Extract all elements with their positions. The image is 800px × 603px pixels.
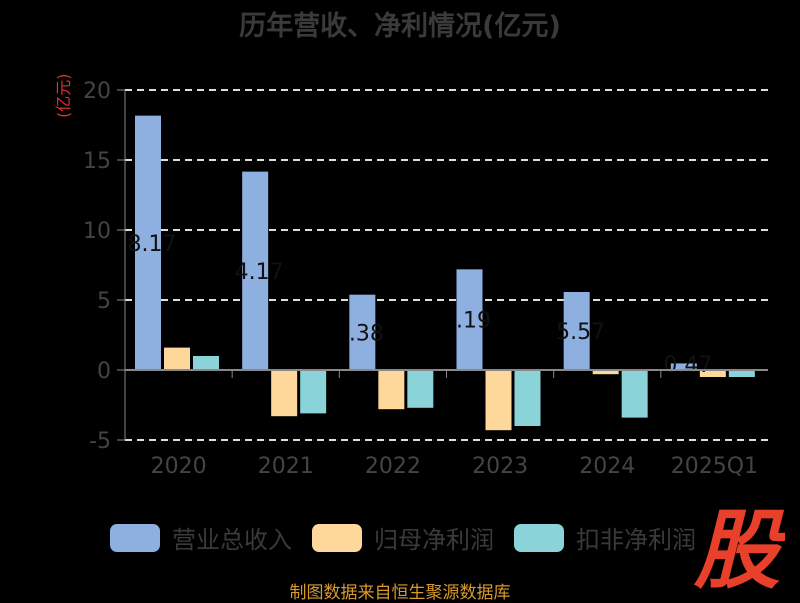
x-tick-label: 2020 — [151, 454, 207, 479]
legend-item-revenue[interactable]: 营业总收入 — [110, 520, 292, 555]
bar-revenue — [563, 292, 590, 370]
legend-item-net-profit[interactable]: 归母净利润 — [312, 520, 494, 555]
stock-logo-icon: 股 — [693, 501, 785, 590]
y-tick-label: -5 — [89, 429, 111, 454]
x-tick-label: 2023 — [472, 454, 528, 479]
y-tick-label: 20 — [83, 79, 111, 104]
legend-label-net-profit: 归母净利润 — [374, 526, 494, 554]
bar-net-profit — [378, 370, 405, 410]
legend-swatch-net-profit — [312, 523, 362, 552]
bar-revenue — [456, 269, 483, 370]
legend-label-revenue: 营业总收入 — [172, 526, 292, 554]
y-tick-label: 5 — [97, 289, 111, 314]
x-tick-label: 2022 — [365, 454, 421, 479]
bar-net-profit — [271, 370, 298, 417]
bar-net-profit — [164, 347, 190, 370]
bar-revenue — [349, 294, 376, 370]
chart-title: 历年营收、净利情况(亿元) — [239, 11, 561, 42]
svg-text:股: 股 — [693, 501, 785, 590]
bar-deducted-profit — [407, 370, 434, 408]
data-source-note: 制图数据来自恒生聚源数据库 — [289, 583, 511, 603]
bar-net-profit — [699, 370, 726, 377]
bar-deducted-profit — [514, 370, 541, 426]
y-tick-label: 0 — [97, 359, 111, 384]
legend-swatch-revenue — [110, 523, 160, 552]
x-tick-label: 2021 — [258, 454, 314, 479]
y-tick-label: 10 — [83, 219, 111, 244]
data-label: 4.17 — [235, 260, 284, 285]
y-tick-label: 15 — [83, 149, 111, 174]
chart-legend: 营业总收入 归母净利润 扣非净利润 — [110, 520, 716, 555]
x-tick-label: 2024 — [579, 454, 635, 479]
bar-revenue — [135, 115, 161, 371]
data-label: 5.57 — [556, 320, 605, 345]
bar-deducted-profit — [193, 356, 219, 370]
bar-deducted-profit — [728, 370, 755, 377]
bar-deducted-profit — [621, 370, 648, 418]
legend-swatch-deducted-profit — [514, 523, 564, 552]
data-label: .19 — [456, 309, 491, 334]
bar-deducted-profit — [300, 370, 327, 414]
x-tick-label: 2025Q1 — [671, 454, 758, 479]
legend-item-deducted-profit[interactable]: 扣非净利润 — [514, 520, 696, 555]
bar-net-profit — [592, 370, 619, 375]
data-label: .38 — [349, 321, 384, 346]
legend-label-deducted-profit: 扣非净利润 — [576, 526, 696, 554]
data-label: 8.17 — [128, 232, 177, 257]
bar-net-profit — [485, 370, 512, 431]
bar-revenue — [242, 171, 269, 370]
data-label: 0.47 — [663, 353, 712, 378]
bar-revenue — [670, 363, 697, 370]
